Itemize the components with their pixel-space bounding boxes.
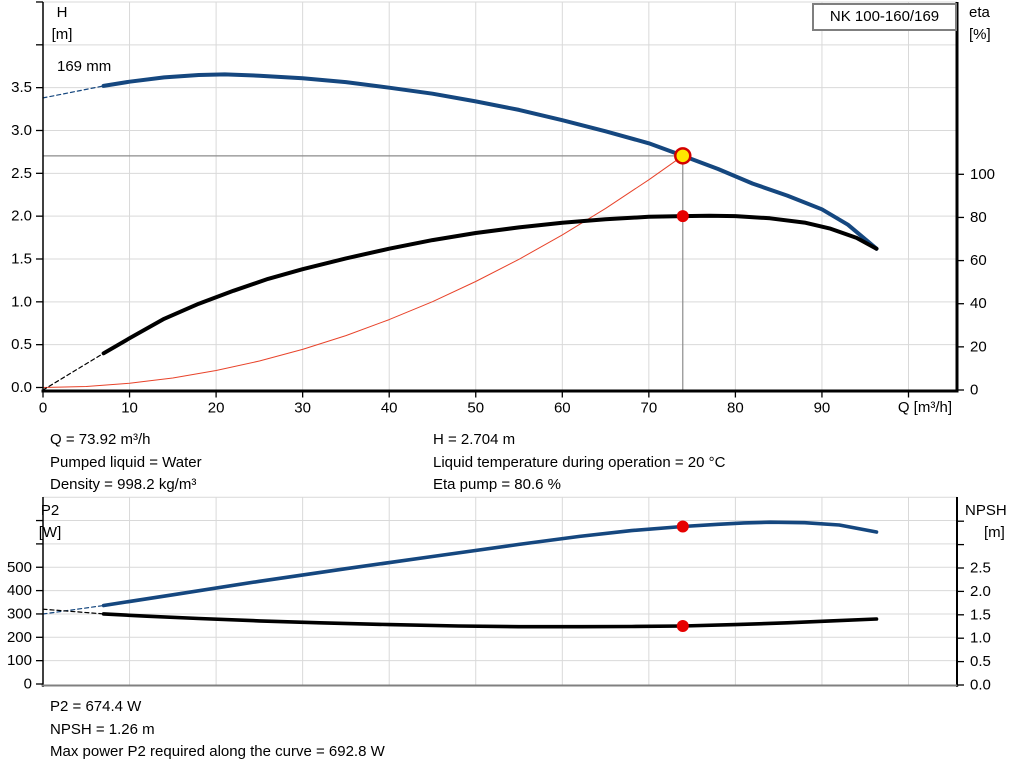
npsh-axis-unit: [m]	[984, 524, 1005, 541]
info-temp: Liquid temperature during operation = 20…	[433, 453, 726, 471]
impeller-diameter-label: 169 mm	[57, 58, 112, 75]
eta-curve-dashed	[42, 352, 105, 391]
system-curve	[42, 155, 684, 388]
right-tick-label: 2.0	[970, 583, 991, 600]
pump-type-badge: NK 100-160/169	[812, 3, 957, 31]
right-tick-label: 60	[970, 252, 987, 269]
right-tick-label: 0.5	[970, 653, 991, 670]
x-tick-label: 40	[381, 400, 398, 417]
p2-axis-title: P2	[40, 502, 60, 519]
p2-curve-dashed	[42, 604, 105, 615]
duty-info-right: H = 2.704 m Liquid temperature during op…	[433, 429, 725, 497]
p2-operating-point	[676, 520, 689, 533]
right-tick-label: 0	[970, 382, 978, 399]
eta-axis-unit: [%]	[969, 26, 991, 43]
p2-curve	[101, 520, 879, 608]
x-tick-label: 30	[294, 400, 311, 417]
p2-axis-unit: [W]	[38, 524, 62, 541]
h-axis-title: H	[56, 4, 68, 21]
left-tick-label: 0	[24, 676, 32, 693]
info-q: Q = 73.92 m³/h	[50, 431, 151, 448]
left-tick-label: 0.5	[11, 336, 32, 353]
info-liquid: Pumped liquid = Water	[50, 453, 202, 471]
q-axis-title: Q [m³/h]	[897, 399, 952, 416]
right-tick-label: 100	[970, 166, 995, 183]
left-tick-label: 2.0	[11, 208, 32, 225]
right-tick-label: 2.5	[970, 560, 991, 577]
duty-info-left: Q = 73.92 m³/h Pumped liquid = Water Den…	[50, 429, 202, 497]
x-tick-label: 60	[554, 400, 571, 417]
info-maxpower: Max power P2 required along the curve = …	[50, 743, 385, 760]
left-tick-label: 3.5	[11, 79, 32, 96]
left-tick-label: 400	[7, 582, 32, 599]
x-tick-label: 80	[727, 400, 744, 417]
h-axis-unit: [m]	[51, 26, 73, 43]
info-density: Density = 998.2 kg/m³	[50, 476, 197, 493]
npsh-curve-dashed	[42, 608, 105, 615]
eta-curve	[101, 213, 879, 356]
p2-npsh-chart: 0 100 200 300 400 500 0.0 0.5 1.0 1.5 2.0 2.5	[7, 496, 991, 694]
right-tick-label: 80	[970, 209, 987, 226]
head-curve	[101, 72, 879, 251]
left-tick-label: 1.5	[11, 250, 32, 267]
left-tick-label: 0.0	[11, 379, 32, 396]
left-tick-label: 3.0	[11, 122, 32, 139]
eta-operating-point	[676, 210, 689, 223]
result-info: P2 = 674.4 W NPSH = 1.26 m Max power P2 …	[50, 696, 385, 764]
x-tick-label: 0	[39, 400, 47, 417]
left-tick-label: 100	[7, 652, 32, 669]
eta-axis-title: eta	[969, 4, 990, 21]
duty-point[interactable]	[674, 147, 692, 165]
x-tick-label: 90	[814, 400, 831, 417]
info-h: H = 2.704 m	[433, 431, 516, 448]
npsh-operating-point	[676, 620, 689, 633]
npsh-axis-title: NPSH	[965, 502, 1007, 519]
left-tick-label: 1.0	[11, 293, 32, 310]
left-tick-label: 300	[7, 605, 32, 622]
x-tick-label: 70	[641, 400, 658, 417]
right-tick-label: 20	[970, 338, 987, 355]
info-npsh: NPSH = 1.26 m	[50, 720, 155, 738]
left-tick-label: 2.5	[11, 165, 32, 182]
x-tick-label: 50	[467, 400, 484, 417]
npsh-curve	[101, 612, 879, 629]
x-tick-label: 10	[121, 400, 138, 417]
left-tick-label: 500	[7, 559, 32, 576]
right-tick-label: 40	[970, 295, 987, 312]
qh-eta-chart: 0.0 0.5 1.0 1.5 2.0 2.5 3.0 3.5 0 20 40 60 80 100 0 10 2…	[11, 1, 995, 417]
info-p2: P2 = 674.4 W	[50, 698, 142, 715]
left-tick-label: 200	[7, 629, 32, 646]
right-tick-label: 1.0	[970, 630, 991, 647]
head-curve-dashed	[42, 85, 105, 99]
info-eta: Eta pump = 80.6 %	[433, 476, 561, 493]
right-tick-label: 1.5	[970, 606, 991, 623]
right-tick-label: 0.0	[970, 677, 991, 694]
x-tick-label: 20	[208, 400, 225, 417]
